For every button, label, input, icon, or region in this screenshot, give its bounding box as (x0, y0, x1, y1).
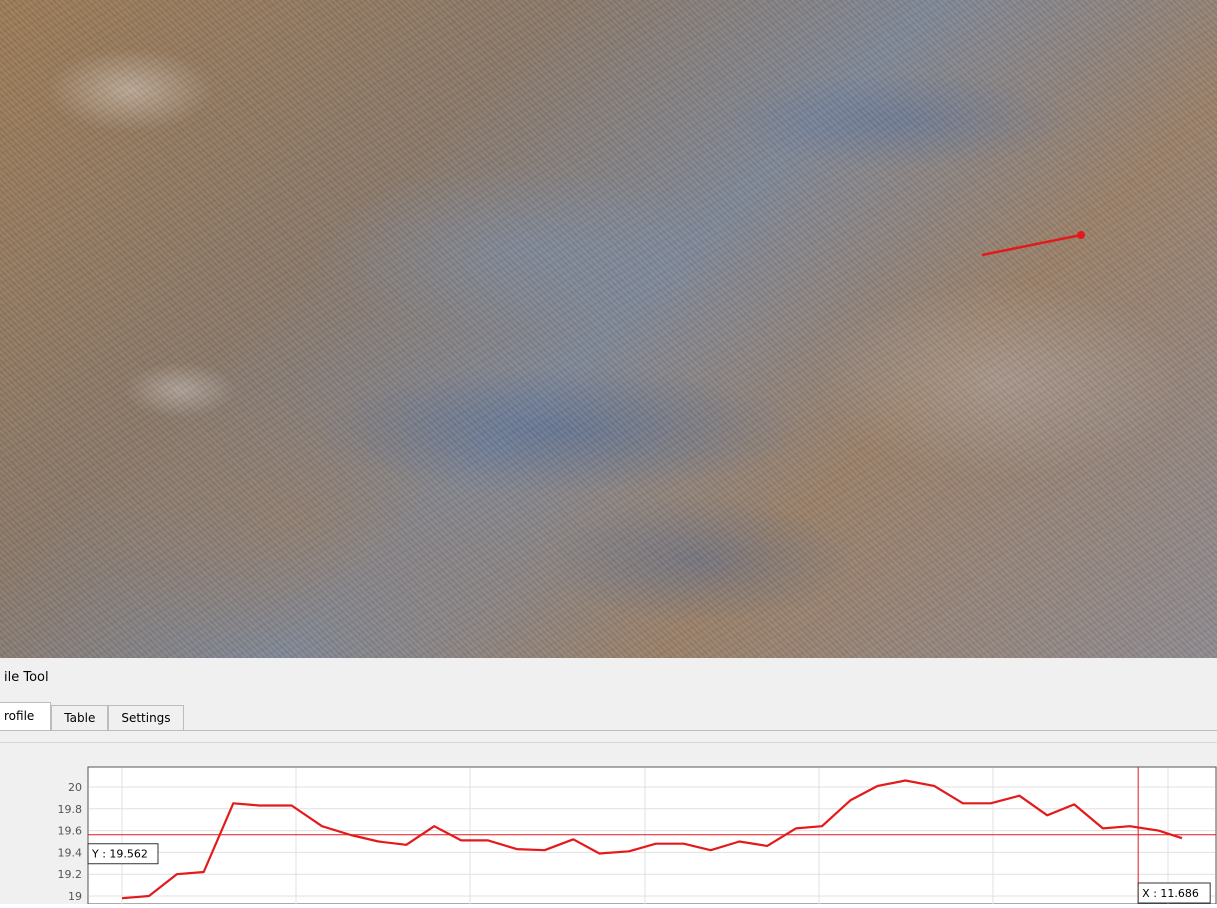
y-readout-label: Y : 19.562 (91, 848, 148, 861)
map-canvas[interactable] (0, 0, 1217, 658)
profile-end-point[interactable] (1077, 231, 1085, 239)
y-tick-label: 19 (68, 890, 82, 903)
y-readout-box (87, 843, 159, 865)
y-tick-label: 19.4 (58, 846, 83, 859)
y-tick-label: 20 (68, 781, 82, 794)
tab-divider (0, 730, 1217, 731)
profile-chart[interactable]: 20 19.8 19.6 19.4 19.2 19 Y : 19.562 X : 11.686 (0, 753, 1217, 905)
map-overlay (981, 231, 1085, 257)
x-readout-box (1137, 882, 1211, 904)
tab-profile[interactable]: rofile (0, 702, 52, 730)
x-readout-label: X : 11.686 (1142, 887, 1199, 900)
section-divider (0, 742, 1217, 743)
hillshade-texture (0, 0, 1217, 658)
profile-line (121, 779, 1183, 900)
plot-area (87, 766, 1217, 905)
panel-title: ile Tool (4, 670, 49, 685)
y-tick-label: 19.6 (58, 825, 83, 838)
profile-transect-line[interactable] (981, 233, 1082, 257)
y-tick-label: 19.8 (58, 803, 83, 816)
y-tick-label: 19.2 (58, 868, 83, 881)
tab-bar: rofile Table Settings (0, 702, 184, 730)
profile-tool-panel: ile Tool rofile Table Settings 20 19.8 19.… (0, 658, 1217, 905)
tab-table[interactable]: Table (51, 705, 109, 730)
tab-settings[interactable]: Settings (108, 705, 184, 730)
